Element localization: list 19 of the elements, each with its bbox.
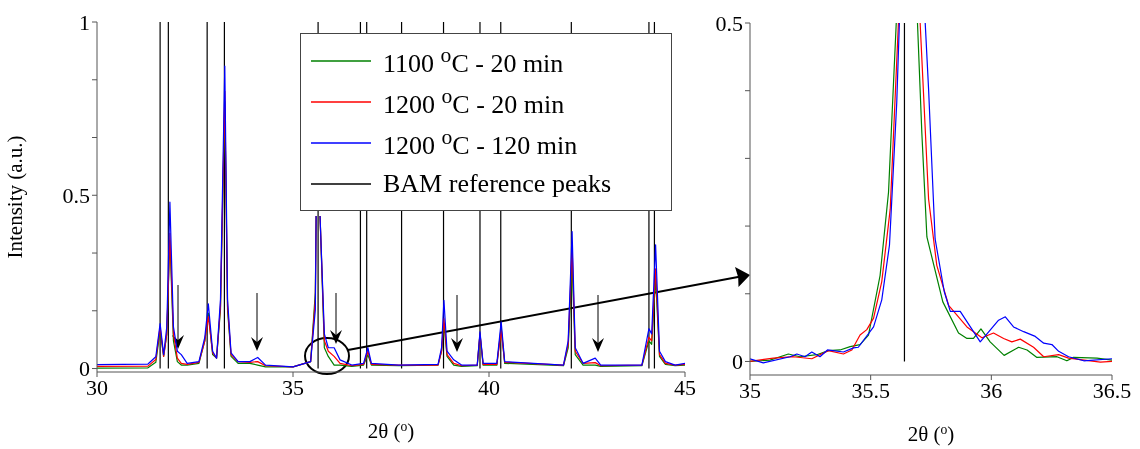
legend-label: 1200 $^{o}$C - 120 min bbox=[383, 124, 578, 161]
y-tick-label: 0 bbox=[732, 349, 743, 375]
y-axis-title: Intensity (a.u.) bbox=[3, 135, 27, 259]
x-tick-label: 40 bbox=[478, 374, 500, 400]
x-axis-title: 2θ ($^{o}$) bbox=[907, 421, 955, 446]
y-tick-label: 0.5 bbox=[62, 183, 90, 209]
x-tick-label: 35 bbox=[739, 377, 761, 403]
x-tick-label: 36 bbox=[980, 377, 1003, 403]
legend-label: BAM reference peaks bbox=[383, 168, 612, 199]
y-tick-label: 0.5 bbox=[715, 10, 743, 36]
legend-label: 1200 $^{o}$C - 20 min bbox=[383, 83, 565, 120]
legend-label: 1100 $^{o}$C - 20 min bbox=[383, 42, 564, 79]
y-tick-label: 1 bbox=[79, 9, 90, 35]
x-tick-label: 35.5 bbox=[851, 377, 890, 403]
y-tick-label: 0 bbox=[79, 356, 90, 382]
x-tick-label: 45 bbox=[674, 374, 696, 400]
x-tick-label: 36.5 bbox=[1092, 377, 1132, 403]
x-tick-label: 35 bbox=[282, 374, 304, 400]
x-axis-title: 2θ ($^{o}$) bbox=[367, 418, 415, 443]
